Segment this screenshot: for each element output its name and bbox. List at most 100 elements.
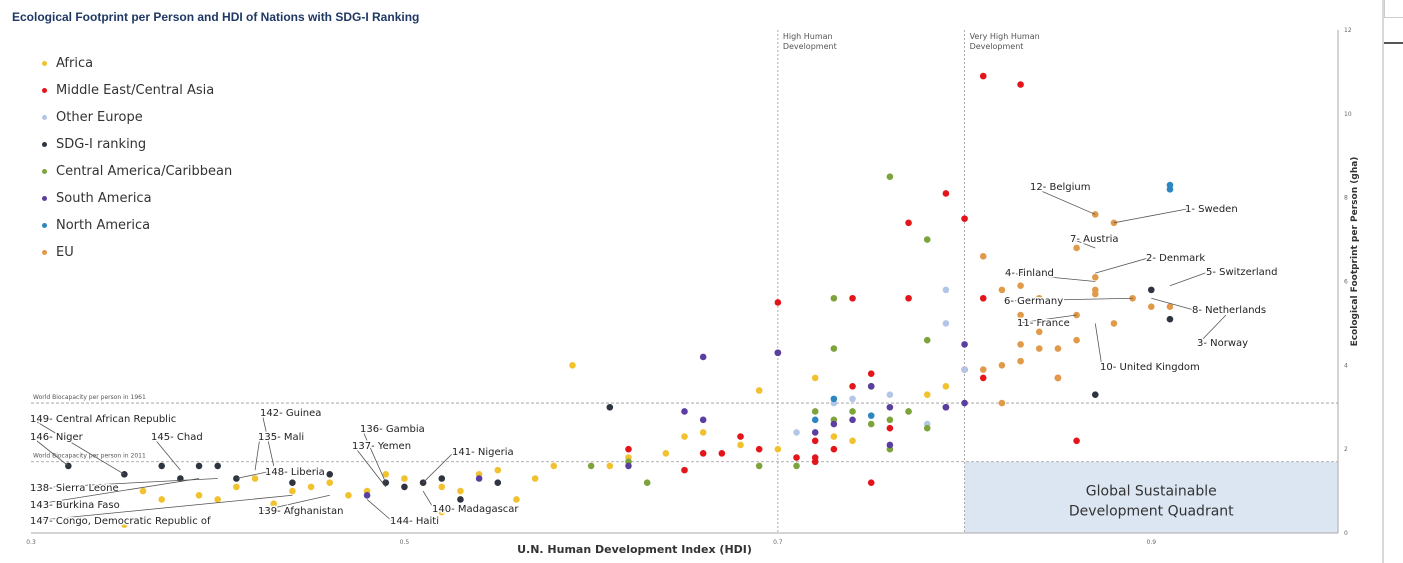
data-point xyxy=(886,416,894,424)
data-point xyxy=(625,462,632,470)
legend-marker xyxy=(42,250,47,255)
x-axis-label: U.N. Human Development Index (HDI) xyxy=(517,543,752,556)
data-point xyxy=(961,399,968,407)
y-tick-label: 4 xyxy=(1344,362,1348,369)
y-tick-label: 12 xyxy=(1344,27,1352,34)
collapse-icon[interactable] xyxy=(1384,42,1403,44)
y-tick-label: 8 xyxy=(1344,195,1348,202)
data-point xyxy=(1017,81,1024,88)
reference-line-label: World Biocapacity per person in 2011 xyxy=(33,453,146,460)
chart-legend: Africa Middle East/Central Asia Other Euro… xyxy=(42,50,232,266)
y-tick-label: 6 xyxy=(1344,279,1348,286)
data-point xyxy=(139,487,147,495)
quadrant-label-line1: Global Sustainable xyxy=(1086,484,1217,500)
data-point xyxy=(811,374,819,382)
annotation-label: 11- France xyxy=(1017,318,1070,329)
annotation-halo: 2- Denmark xyxy=(1146,253,1205,264)
annotation-halo: 142- Guinea xyxy=(260,408,321,419)
legend-label: Central America/Caribbean xyxy=(56,164,233,179)
data-point xyxy=(849,382,856,390)
data-point xyxy=(1166,181,1174,189)
data-point xyxy=(1035,269,1043,277)
annotation-leader xyxy=(422,490,435,510)
annotation-halo: 141- Nigeria xyxy=(452,447,514,458)
data-point xyxy=(830,395,838,403)
data-point xyxy=(1054,345,1062,352)
data-point xyxy=(961,341,968,348)
data-point xyxy=(942,286,950,294)
data-point xyxy=(830,445,838,453)
data-point xyxy=(1166,303,1174,310)
data-point xyxy=(867,420,875,428)
data-point xyxy=(550,462,558,470)
data-point xyxy=(998,286,1006,294)
annotation-halo: 136- Gambia xyxy=(360,424,425,435)
annotation-label: 1- Sweden xyxy=(1185,204,1238,215)
annotation-label: 144- Haiti xyxy=(390,516,439,527)
series-middle-east-central-asia xyxy=(625,72,1080,487)
data-point xyxy=(737,433,744,440)
data-point xyxy=(233,475,240,482)
data-point xyxy=(681,433,688,440)
annotation-leader xyxy=(353,445,387,488)
data-point xyxy=(811,429,819,436)
legend-marker xyxy=(42,196,47,201)
annotation-halo: 140- Madagascar xyxy=(432,504,519,515)
data-point xyxy=(942,403,950,411)
data-point xyxy=(457,487,464,495)
data-point xyxy=(494,466,502,474)
legend-marker xyxy=(42,223,47,228)
data-point xyxy=(886,173,894,181)
legend-item: Other Europe xyxy=(42,104,232,131)
annotation-label: 8- Netherlands xyxy=(1192,305,1266,316)
data-point xyxy=(195,462,203,470)
annotation-halo: 145- Chad xyxy=(151,432,203,443)
data-point xyxy=(979,72,987,80)
annotation-halo: 139- Afghanistan xyxy=(258,506,343,517)
legend-marker xyxy=(42,142,47,147)
data-point xyxy=(382,471,390,478)
data-point xyxy=(793,462,800,470)
x-tick-label: 0.3 xyxy=(26,539,36,546)
data-point xyxy=(961,215,968,222)
data-point xyxy=(214,462,222,470)
data-point xyxy=(1147,286,1155,294)
annotation-halo: 143- Burkina Faso xyxy=(30,500,120,511)
data-point xyxy=(363,491,371,499)
data-point xyxy=(121,471,128,478)
annotation-halo: 144- Haiti xyxy=(390,516,439,527)
data-point xyxy=(774,445,782,453)
data-point xyxy=(942,320,950,327)
data-point xyxy=(979,253,987,260)
data-point xyxy=(251,475,259,482)
series-africa xyxy=(121,362,950,528)
legend-label: Africa xyxy=(56,56,94,71)
data-point xyxy=(195,491,203,499)
data-point xyxy=(158,462,165,470)
data-point xyxy=(961,366,968,373)
annotation-halo: 1- Sweden xyxy=(1185,204,1238,215)
data-point xyxy=(979,374,987,382)
legend-item: Africa xyxy=(42,50,232,77)
legend-item: EU xyxy=(42,239,232,266)
y-tick-label: 10 xyxy=(1344,111,1352,118)
annotation-halo: 4- Finland xyxy=(1005,268,1054,279)
legend-label: North America xyxy=(56,218,151,233)
data-point xyxy=(1054,374,1062,382)
data-point xyxy=(699,429,707,436)
data-point xyxy=(662,450,670,457)
x-tick-label: 0.7 xyxy=(773,539,783,546)
chart-title: Ecological Footprint per Person and HDI … xyxy=(12,10,420,24)
data-point xyxy=(998,399,1006,407)
annotation-leader xyxy=(1006,272,1096,282)
annotation-leader xyxy=(1169,271,1209,287)
annotation-label: 145- Chad xyxy=(151,432,203,443)
data-point xyxy=(289,487,296,495)
data-point xyxy=(289,479,296,487)
data-point xyxy=(1017,357,1024,365)
data-point xyxy=(270,500,278,507)
annotation-halo: 149- Central African Republic xyxy=(30,414,176,425)
data-point xyxy=(1091,290,1099,298)
sustainable-quadrant xyxy=(964,461,1338,533)
annotation-label: 147- Congo, Democratic Republic of xyxy=(30,516,211,527)
